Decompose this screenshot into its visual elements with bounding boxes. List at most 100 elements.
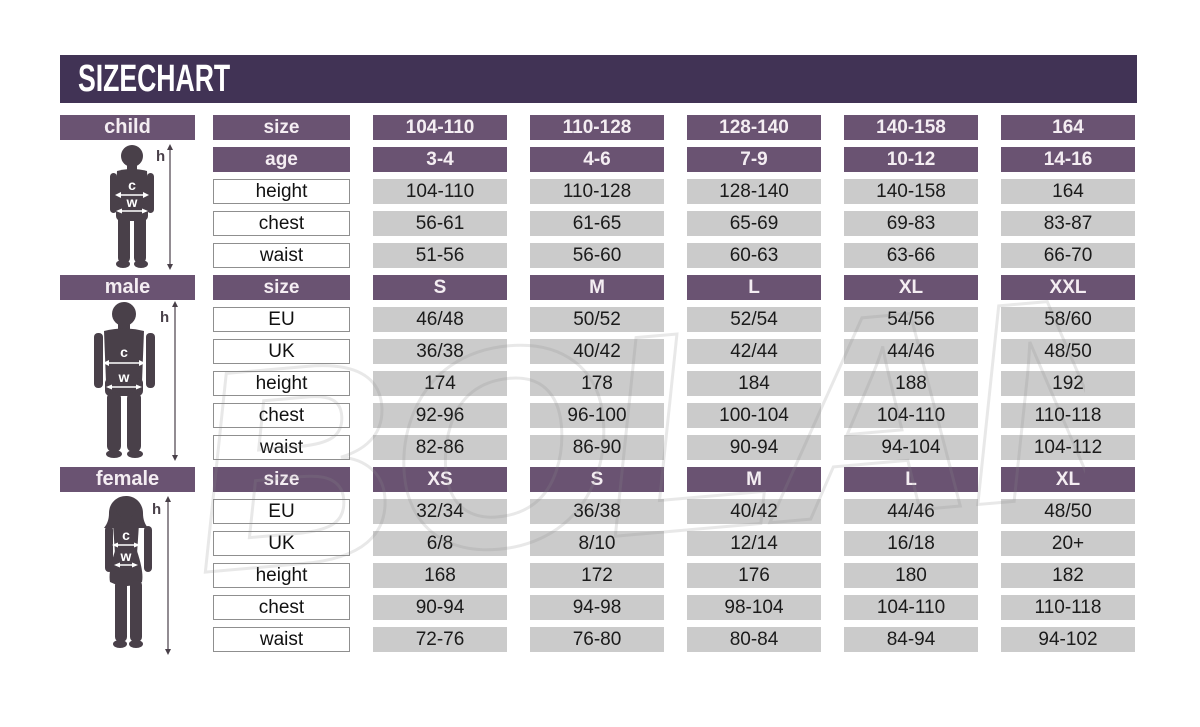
section-label-child: child [60, 115, 195, 140]
male-chest-value-1: 96-100 [530, 403, 664, 428]
child-chest-value-4: 83-87 [1001, 211, 1135, 236]
female-EU-value-3: 44/46 [844, 499, 978, 524]
male-height-value-0: 174 [373, 371, 507, 396]
child-age-value-4: 14-16 [1001, 147, 1135, 172]
child-waist-value-4: 66-70 [1001, 243, 1135, 268]
female-size-value-4: XL [1001, 467, 1135, 492]
section-grid-female: size XS S M L XL EU 32/34 36/38 40/42 44/46 48/50 UK… [213, 467, 1135, 652]
height-measure-label: h [152, 501, 161, 518]
waist-measure-label: w [120, 548, 132, 564]
child-waist-value-2: 60-63 [687, 243, 821, 268]
female-waist-value-3: 84-94 [844, 627, 978, 652]
male-EU-value-1: 50/52 [530, 307, 664, 332]
section-child: child c w [60, 115, 1138, 271]
child-waist-value-3: 63-66 [844, 243, 978, 268]
waist-measure-label: w [118, 369, 130, 385]
child-row-label-age: age [213, 147, 350, 172]
height-measure-label: h [160, 309, 169, 326]
male-size-value-1: M [530, 275, 664, 300]
male-row-label-UK: UK [213, 339, 350, 364]
child-age-value-2: 7-9 [687, 147, 821, 172]
female-waist-value-1: 76-80 [530, 627, 664, 652]
child-silhouette-figure: c w h [90, 143, 180, 271]
male-silhouette-icon: c w h [94, 301, 178, 461]
child-size-value-1: 110-128 [530, 115, 664, 140]
section-female: female c w [60, 467, 1138, 655]
male-waist-value-4: 104-112 [1001, 435, 1135, 460]
male-silhouette-figure: c w h [72, 300, 187, 465]
female-silhouette-icon: c w h [104, 496, 171, 655]
section-grid-child: size 104-110 110-128 128-140 140-158 164 age 3-… [213, 115, 1135, 268]
male-size-value-2: L [687, 275, 821, 300]
male-height-value-2: 184 [687, 371, 821, 396]
child-size-value-4: 164 [1001, 115, 1135, 140]
female-EU-value-1: 36/38 [530, 499, 664, 524]
female-row-label-UK: UK [213, 531, 350, 556]
child-age-value-0: 3-4 [373, 147, 507, 172]
female-EU-value-4: 48/50 [1001, 499, 1135, 524]
child-row-label-waist: waist [213, 243, 350, 268]
male-size-value-0: S [373, 275, 507, 300]
chest-measure-label: c [128, 177, 136, 193]
female-EU-value-0: 32/34 [373, 499, 507, 524]
female-waist-value-4: 94-102 [1001, 627, 1135, 652]
male-EU-value-2: 52/54 [687, 307, 821, 332]
male-size-value-4: XXL [1001, 275, 1135, 300]
female-UK-value-1: 8/10 [530, 531, 664, 556]
male-waist-value-3: 94-104 [844, 435, 978, 460]
female-waist-value-2: 80-84 [687, 627, 821, 652]
female-UK-value-3: 16/18 [844, 531, 978, 556]
child-chest-value-0: 56-61 [373, 211, 507, 236]
male-size-value-3: XL [844, 275, 978, 300]
female-waist-value-0: 72-76 [373, 627, 507, 652]
child-height-value-1: 110-128 [530, 179, 664, 204]
child-age-value-1: 4-6 [530, 147, 664, 172]
female-size-value-0: XS [373, 467, 507, 492]
female-chest-value-4: 110-118 [1001, 595, 1135, 620]
child-waist-value-1: 56-60 [530, 243, 664, 268]
section-grid-male: size S M L XL XXL EU 46/48 50/52 52/54 54/56 58/60 U… [213, 275, 1135, 460]
child-chest-value-3: 69-83 [844, 211, 978, 236]
female-row-label-chest: chest [213, 595, 350, 620]
male-waist-value-1: 86-90 [530, 435, 664, 460]
male-height-value-4: 192 [1001, 371, 1135, 396]
section-label-female: female [60, 467, 195, 492]
female-UK-value-0: 6/8 [373, 531, 507, 556]
male-row-label-height: height [213, 371, 350, 396]
female-height-value-1: 172 [530, 563, 664, 588]
female-height-value-2: 176 [687, 563, 821, 588]
child-row-label-height: height [213, 179, 350, 204]
child-size-value-0: 104-110 [373, 115, 507, 140]
female-chest-value-2: 98-104 [687, 595, 821, 620]
title-bar: SIZE CHART [60, 55, 1137, 103]
female-size-value-1: S [530, 467, 664, 492]
child-row-label-chest: chest [213, 211, 350, 236]
child-size-value-3: 140-158 [844, 115, 978, 140]
female-UK-value-2: 12/14 [687, 531, 821, 556]
male-height-value-1: 178 [530, 371, 664, 396]
female-row-label-size: size [213, 467, 350, 492]
female-silhouette-figure: c w h [82, 494, 182, 659]
height-measure-label: h [156, 148, 165, 165]
child-waist-value-0: 51-56 [373, 243, 507, 268]
female-size-value-3: L [844, 467, 978, 492]
female-row-label-height: height [213, 563, 350, 588]
male-UK-value-3: 44/46 [844, 339, 978, 364]
section-label-male: male [60, 275, 195, 300]
male-chest-value-4: 110-118 [1001, 403, 1135, 428]
male-chest-value-2: 100-104 [687, 403, 821, 428]
male-EU-value-0: 46/48 [373, 307, 507, 332]
male-row-label-chest: chest [213, 403, 350, 428]
female-size-value-2: M [687, 467, 821, 492]
section-male: male c w [60, 275, 1138, 461]
child-height-value-3: 140-158 [844, 179, 978, 204]
female-height-value-4: 182 [1001, 563, 1135, 588]
waist-measure-label: w [126, 194, 138, 210]
child-height-value-2: 128-140 [687, 179, 821, 204]
page-title: SIZE CHART [78, 58, 231, 100]
female-height-value-0: 168 [373, 563, 507, 588]
male-waist-value-2: 90-94 [687, 435, 821, 460]
male-chest-value-3: 104-110 [844, 403, 978, 428]
female-chest-value-3: 104-110 [844, 595, 978, 620]
